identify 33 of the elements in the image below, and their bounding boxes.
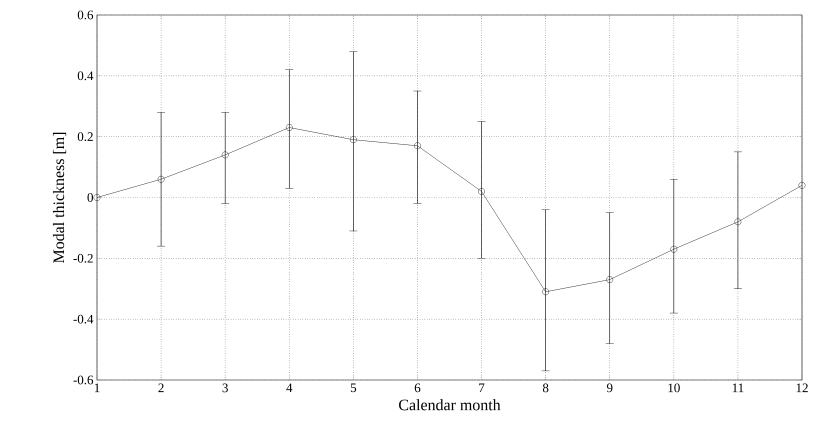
x-tick-label: 1 [94,384,100,392]
y-tick-label: -0.2 [73,254,93,263]
x-tick-label: 5 [350,384,356,392]
x-tick-label: 7 [479,384,484,392]
point [542,288,550,296]
point [798,182,806,189]
x-tick-label: 2 [158,384,164,392]
y-axis-title: Modal thickness [m] [52,132,66,264]
point [606,276,614,284]
point [734,218,742,226]
x-tick-label: 11 [732,384,744,392]
x-tick-label: 8 [542,384,548,392]
point [670,246,678,253]
y-tick-label: -0.4 [73,314,94,324]
y-tick-label: 0.2 [78,132,93,142]
y-tick-label: 0.6 [78,10,94,20]
y-tick-label: 0.4 [78,71,94,80]
point [286,124,293,131]
x-tick-label: 12 [796,384,808,392]
point [94,194,100,201]
x-tick-label: 9 [606,384,612,392]
point [414,142,421,150]
point [350,136,357,144]
x-tick-label: 10 [668,384,680,392]
x-axis-title: Calendar month [399,399,500,410]
y-tick-label: -0.6 [73,376,94,384]
x-tick-label: 6 [414,384,420,392]
x-tick-label: 4 [286,384,292,392]
x-tick-label: 3 [222,384,228,392]
point [222,152,229,158]
y-tick-label: 0 [88,193,93,202]
point [478,188,485,195]
point [158,176,164,183]
